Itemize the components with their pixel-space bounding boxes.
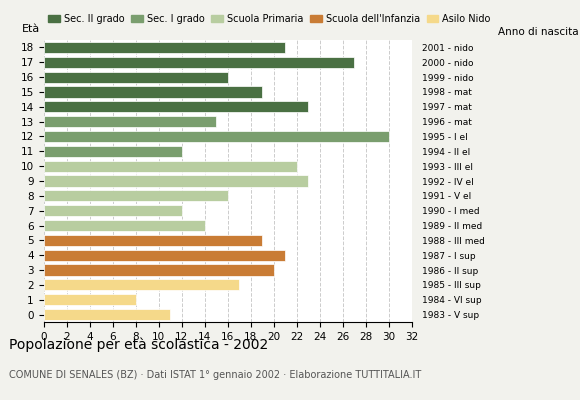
Bar	[44, 309, 170, 320]
Bar	[44, 190, 227, 202]
Text: Anno di nascita: Anno di nascita	[498, 27, 578, 37]
Text: COMUNE DI SENALES (BZ) · Dati ISTAT 1° gennaio 2002 · Elaborazione TUTTITALIA.IT: COMUNE DI SENALES (BZ) · Dati ISTAT 1° g…	[9, 370, 421, 380]
Bar	[44, 205, 182, 216]
Text: Popolazione per età scolastica - 2002: Popolazione per età scolastica - 2002	[9, 338, 268, 352]
Bar	[44, 86, 262, 98]
Bar	[44, 42, 285, 53]
Bar	[44, 116, 216, 127]
Bar	[44, 72, 227, 83]
Bar	[44, 235, 262, 246]
Bar	[44, 131, 389, 142]
Bar	[44, 57, 354, 68]
Bar	[44, 160, 297, 172]
Bar	[44, 264, 274, 276]
Bar	[44, 250, 285, 261]
Bar	[44, 220, 205, 231]
Bar	[44, 146, 182, 157]
Legend: Sec. II grado, Sec. I grado, Scuola Primaria, Scuola dell'Infanzia, Asilo Nido: Sec. II grado, Sec. I grado, Scuola Prim…	[48, 14, 491, 24]
Bar	[44, 101, 308, 112]
Y-axis label: Età: Età	[21, 24, 39, 34]
Bar	[44, 294, 136, 305]
Bar	[44, 279, 239, 290]
Bar	[44, 176, 308, 186]
